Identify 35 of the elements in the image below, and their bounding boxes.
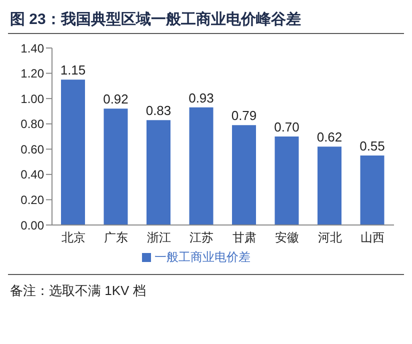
y-tick-label: 1.20	[20, 66, 44, 81]
data-label: 1.15	[60, 62, 86, 78]
legend-label: 一般工商业电价差	[154, 250, 250, 264]
data-label: 0.55	[360, 138, 385, 154]
y-tick-label: 0.80	[20, 117, 44, 132]
x-tick-label: 河北	[318, 230, 342, 245]
x-tick-label: 浙江	[146, 230, 171, 245]
x-tick-label: 北京	[61, 230, 86, 245]
x-tick-label: 甘肃	[232, 230, 256, 245]
bar	[104, 108, 128, 225]
bar	[232, 125, 256, 225]
y-tick-label: 1.00	[20, 92, 44, 106]
y-tick-label: 0.40	[20, 168, 44, 182]
bar	[360, 155, 384, 225]
bar	[189, 107, 214, 225]
data-label: 0.70	[274, 120, 300, 134]
y-tick-label: 0.00	[20, 218, 44, 232]
y-tick-label: 0.20	[20, 192, 44, 207]
x-tick-label: 广东	[104, 230, 128, 245]
bar	[274, 136, 299, 225]
x-tick-label: 江苏	[190, 230, 214, 245]
data-label: 0.92	[103, 92, 128, 107]
x-tick-label: 山西	[360, 230, 385, 245]
bar	[146, 120, 170, 225]
bar	[61, 80, 85, 225]
data-label: 0.79	[231, 108, 257, 124]
chart-title: 图 23：我国典型区域一般工商业电价峰谷差	[8, 8, 404, 34]
data-label: 0.62	[316, 130, 342, 145]
data-label: 0.83	[146, 103, 172, 118]
data-label: 0.93	[188, 90, 214, 106]
x-tick-label: 安徽	[275, 230, 300, 245]
text: 备注：选取不满 1KV 档	[9, 282, 147, 300]
y-tick-label: 0.60	[20, 142, 44, 156]
y-tick-label: 1.40	[20, 41, 44, 56]
bar	[318, 146, 342, 225]
